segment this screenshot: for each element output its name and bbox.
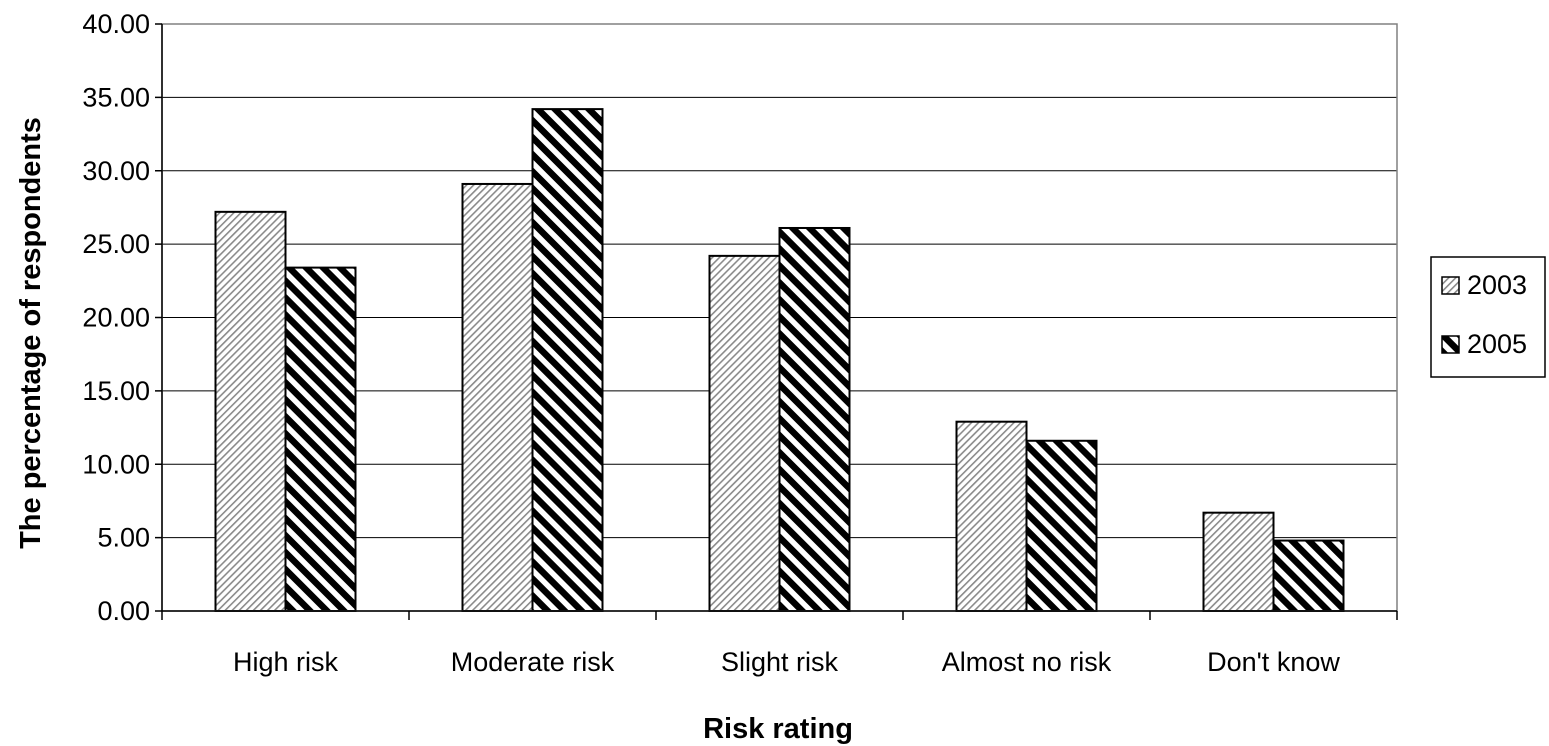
y-tick-label: 10.00 <box>82 449 150 479</box>
x-tick-label: Almost no risk <box>942 647 1112 677</box>
legend: 2003 2005 <box>1430 256 1546 378</box>
bar-2003-almost-no-risk <box>955 420 1028 612</box>
legend-swatch-2005 <box>1441 335 1460 354</box>
y-tick-label: 20.00 <box>82 303 150 333</box>
legend-swatch-2003 <box>1441 276 1460 295</box>
y-tick-label: 30.00 <box>82 156 150 186</box>
x-tick-label: Don't know <box>1207 647 1340 677</box>
bar-2005-high-risk <box>284 266 357 612</box>
y-tick-labels: 0.00 5.00 10.00 15.00 20.00 25.00 30.00 35.00 40… <box>82 9 150 626</box>
y-tick-label: 40.00 <box>82 9 150 39</box>
bar-2005-moderate-risk <box>531 108 604 613</box>
bar-2003-slight-risk <box>708 254 781 613</box>
y-tick-label: 0.00 <box>97 596 150 626</box>
x-tick-label: Slight risk <box>721 647 839 677</box>
x-axis-title: Risk rating <box>703 713 853 745</box>
x-tick-labels: High risk Moderate risk Slight risk Almost … <box>233 647 1340 677</box>
legend-label-2005: 2005 <box>1467 329 1527 359</box>
bars <box>214 108 1345 613</box>
bar-2005-don-t-know <box>1272 539 1345 612</box>
y-tick-label: 25.00 <box>82 229 150 259</box>
bar-2003-moderate-risk <box>461 182 534 613</box>
y-tick-label: 35.00 <box>82 82 150 112</box>
y-axis-title: The percentage of respondents <box>15 117 47 549</box>
bar-2003-don-t-know <box>1202 511 1275 612</box>
bar-2005-almost-no-risk <box>1025 439 1098 612</box>
bar-2003-high-risk <box>214 210 287 612</box>
y-tick-label: 15.00 <box>82 376 150 406</box>
axes <box>155 23 1398 620</box>
x-tick-label: High risk <box>233 647 339 677</box>
bar-2005-slight-risk <box>778 226 851 612</box>
y-tick-label: 5.00 <box>97 523 150 553</box>
legend-label-2003: 2003 <box>1467 270 1527 300</box>
x-tick-label: Moderate risk <box>451 647 615 677</box>
